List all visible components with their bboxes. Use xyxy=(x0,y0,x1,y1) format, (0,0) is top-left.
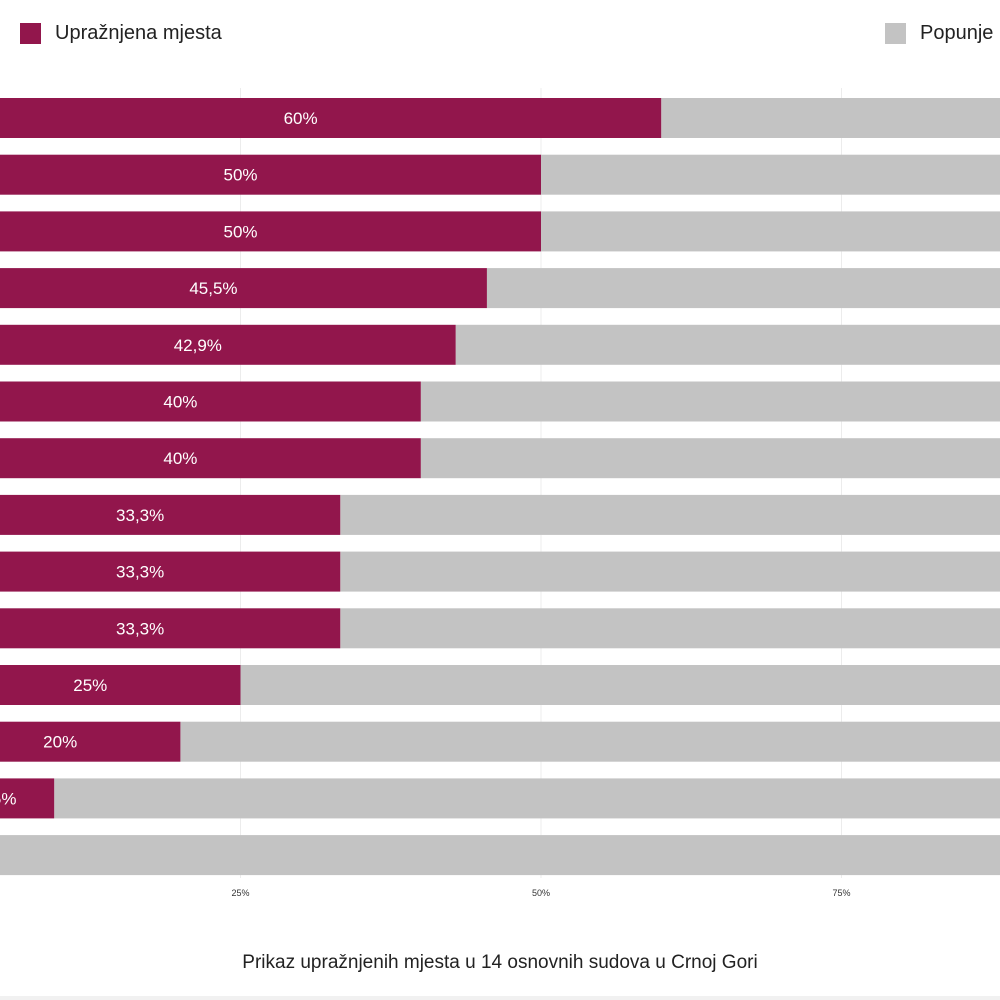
bar-vacant xyxy=(0,381,421,422)
bar-vacant xyxy=(0,154,541,195)
bar-data-label: 40% xyxy=(163,393,197,412)
bar-filled xyxy=(420,381,1000,422)
bar-data-label: 40% xyxy=(163,449,197,468)
bar-vacant xyxy=(0,98,662,138)
bar-vacant xyxy=(0,608,341,649)
bar-vacant xyxy=(0,778,55,819)
bar-vacant xyxy=(0,721,181,762)
bar-filled xyxy=(486,268,1000,309)
legend-item-filled: Popunje xyxy=(885,20,993,46)
legend-swatch-filled xyxy=(885,22,906,44)
bar-data-label: 33,3% xyxy=(116,619,164,638)
chart-caption: Prikaz upražnjenih mjesta u 14 osnovnih … xyxy=(242,952,758,973)
bar-data-label: 9,5% xyxy=(0,789,16,808)
bar-vacant xyxy=(0,268,487,309)
bar-filled xyxy=(661,98,1000,138)
bar-data-label: 25% xyxy=(73,676,107,695)
bar-filled xyxy=(420,438,1000,479)
bar-filled xyxy=(340,608,1000,649)
x-tick-label: 25% xyxy=(231,888,249,898)
data-labels: 60% 50% 50% 45,5% 42,9% 40% 40% 33,3% 33,3% 33,3%… xyxy=(0,109,318,808)
bar-data-label: 60% xyxy=(284,109,318,128)
bar-filled xyxy=(541,154,1000,195)
bar-vacant xyxy=(0,438,421,479)
bar-filled xyxy=(180,721,1000,762)
bar-filled xyxy=(54,778,1000,819)
bar-data-label: 42,9% xyxy=(174,336,222,355)
bar-filled xyxy=(340,551,1000,592)
bar-vacant xyxy=(0,494,341,535)
bottom-edge xyxy=(0,996,1000,1000)
x-tick-label: 75% xyxy=(832,888,850,898)
legend-swatch-vacant xyxy=(20,22,41,44)
bar-filled xyxy=(0,835,1000,876)
legend-label-vacant: Upražnjena mjesta xyxy=(55,21,222,44)
bar-data-label: 50% xyxy=(223,166,257,185)
bar-data-label: 33,3% xyxy=(116,563,164,582)
x-axis-ticks: 25% 50% 75% xyxy=(231,888,850,898)
x-tick-label: 50% xyxy=(532,888,550,898)
bars xyxy=(0,98,1000,876)
bar-filled xyxy=(240,665,1000,705)
bar-vacant xyxy=(0,551,341,592)
bar-data-label: 20% xyxy=(43,733,77,752)
bar-filled xyxy=(340,494,1000,535)
bar-vacant xyxy=(0,211,541,252)
bar-filled xyxy=(455,324,1000,365)
legend-item-vacant: Upražnjena mjesta xyxy=(20,20,222,46)
bar-vacant xyxy=(0,324,456,365)
bar-data-label: 45,5% xyxy=(189,279,237,298)
bar-filled xyxy=(541,211,1000,252)
legend-label-filled: Popunje xyxy=(920,21,994,44)
bar-data-label: 33,3% xyxy=(116,506,164,525)
bar-vacant xyxy=(0,665,241,705)
bar-data-label: 50% xyxy=(223,222,257,241)
